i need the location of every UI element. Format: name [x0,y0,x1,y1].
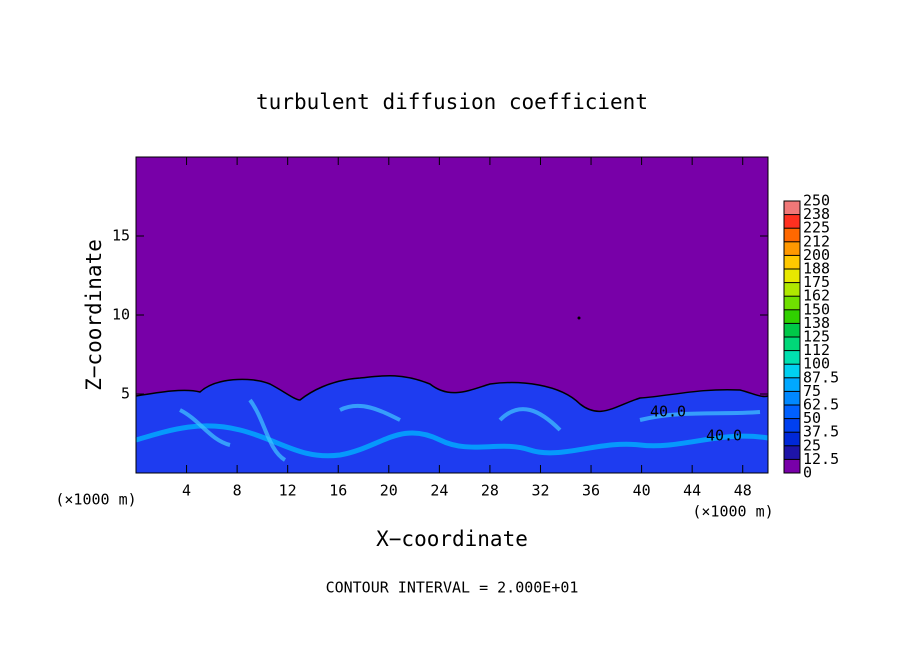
colorbar-band [784,241,800,256]
colorbar-tick-label: 100 [803,355,830,373]
colorbar-band [784,228,800,242]
colorbar-band [784,296,800,310]
colorbar-band [784,445,800,460]
contour-label: 40.0 [650,403,686,421]
colorbar-band [784,418,800,433]
streak [179,398,761,462]
x-tick-label: 4 [182,482,191,500]
x-tick-label: 28 [481,482,499,500]
colorbar-tick-label: 12.5 [803,450,839,468]
x-tick-label: 48 [734,482,752,500]
field [135,157,769,473]
colorbar-tick-label: 162 [803,287,830,305]
colorbar-band [784,337,800,351]
colorbar-tick-label: 150 [803,300,830,318]
x-tick-label: 32 [531,482,549,500]
colorbar-band [784,201,800,215]
x-axis-label: X−coordinate [376,527,528,551]
colorbar-band [784,405,800,419]
colorbar-tick-label: 75 [803,382,821,400]
x-tick-label: 20 [380,482,398,500]
colorbar-band [784,309,800,324]
contour-dot [577,316,581,320]
contour-line [135,374,769,413]
colorbar-tick-label: 175 [803,273,830,291]
colorbar-tick-label: 112 [803,341,830,359]
x-tick-label: 36 [582,482,600,500]
colorbar-band [784,377,800,392]
z-unit-label: (×1000 m) [55,491,136,509]
colorbar-tick-label: 62.5 [803,396,839,414]
colorbar-tick-label: 138 [803,314,830,332]
colorbar-band [784,432,800,446]
colorbar-tick-label: 200 [803,246,830,264]
colorbar-band [784,255,800,269]
chart-title: turbulent diffusion coefficient [256,90,648,114]
colorbar-tick-label: 25 [803,436,821,454]
streak [135,423,769,459]
colorbar-band [784,350,800,365]
y-axis-label: Z−coordinate [82,239,106,391]
contour-label: 40.0 [706,427,742,445]
colorbar-tick-label: 250 [803,192,830,210]
colorbar-band [784,323,800,337]
colorbar-tick-label: 238 [803,205,830,223]
footer: CONTOUR INTERVAL = 2.000E+01 [326,579,579,597]
colorbar-tick-label: 50 [803,409,821,427]
colorbar-band [784,391,800,405]
x-tick-label: 8 [233,482,242,500]
y-tick-label: 10 [112,306,130,324]
x-tick-label: 40 [633,482,651,500]
colorbar-tick-label: 212 [803,232,830,250]
colorbar-band [784,364,800,378]
y-tick-label: 15 [112,227,130,245]
y-tick-label: 5 [121,385,130,403]
colorbar-tick-label: 37.5 [803,423,839,441]
colorbar-band [784,214,800,229]
x-tick-label: 16 [329,482,347,500]
x-tick-label: 12 [279,482,297,500]
colorbar-tick-label: 188 [803,260,830,278]
colorbar-tick-label: 225 [803,219,830,237]
colorbar-tick-label: 125 [803,328,830,346]
colorbar-tick-label: 87.5 [803,368,839,386]
x-unit-label: (×1000 m) [692,503,773,521]
x-tick-label: 24 [430,482,448,500]
x-tick-label: 44 [683,482,701,500]
colorbar-band [784,282,800,297]
colorbar-band [784,269,800,283]
colorbar-tick-label: 0 [803,464,812,482]
colorbar-band [784,459,800,473]
